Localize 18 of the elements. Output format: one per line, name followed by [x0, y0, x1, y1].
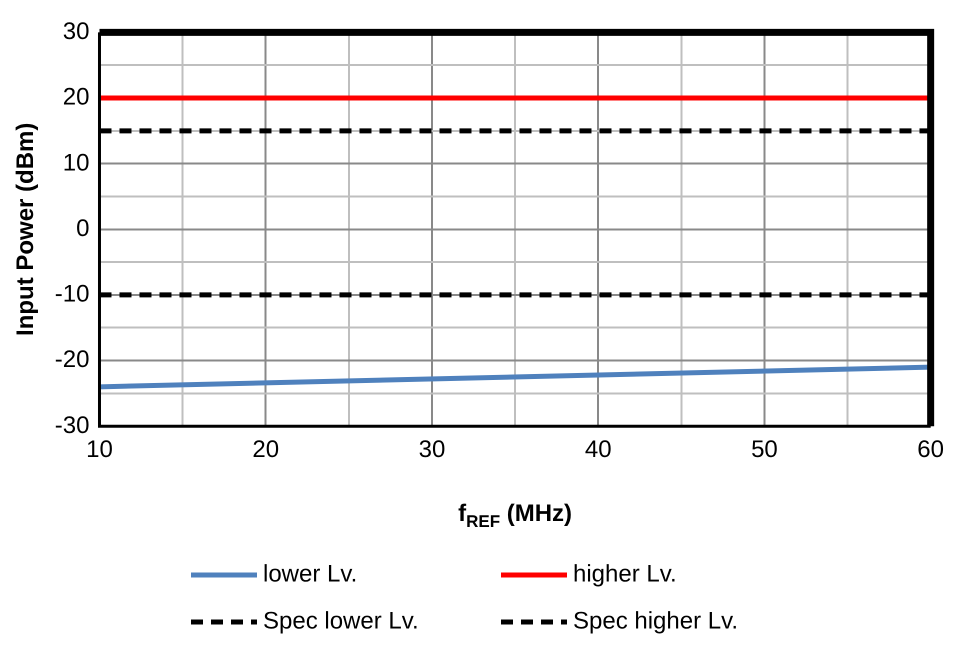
- legend-label: Spec higher Lv.: [573, 608, 738, 635]
- x-tick-label: 60: [917, 436, 944, 464]
- y-tick-label: 30: [62, 18, 90, 46]
- x-tick-label: 20: [252, 436, 280, 464]
- legend-label: lower Lv.: [263, 560, 358, 588]
- x-tick-label: 50: [751, 436, 778, 464]
- y-tick-label: 20: [62, 84, 90, 111]
- x-tick-label: 10: [86, 436, 113, 464]
- x-tick-label: 40: [584, 436, 612, 464]
- y-tick-label: -10: [54, 280, 90, 308]
- y-axis-title: Input Power (dBm): [12, 122, 40, 336]
- legend-label: higher Lv.: [573, 560, 677, 588]
- legend-label: Spec lower Lv.: [263, 608, 419, 635]
- y-tick-label: 10: [62, 149, 90, 176]
- y-tick-label: 0: [76, 214, 90, 242]
- x-tick-label: 30: [418, 436, 446, 464]
- y-tick-label: -20: [54, 346, 90, 374]
- y-tick-label: -30: [54, 412, 90, 439]
